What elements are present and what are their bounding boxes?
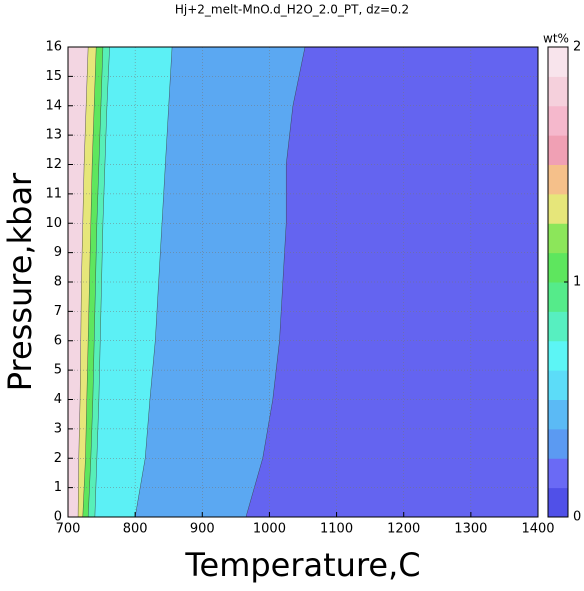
x-tick-label: 800 <box>123 522 148 537</box>
colorbar-tick-label: 0 <box>573 510 581 525</box>
colorbar-band <box>548 370 568 400</box>
x-tick-label: 1300 <box>454 522 487 537</box>
y-axis-label: Pressure,kbar <box>1 172 39 391</box>
y-tick-label: 8 <box>54 275 62 290</box>
colorbar-tick-label: 2 <box>573 40 581 55</box>
x-tick-label: 700 <box>56 522 81 537</box>
y-tick-label: 16 <box>45 40 62 55</box>
y-tick-label: 3 <box>54 421 62 436</box>
y-tick-label: 2 <box>54 451 62 466</box>
y-tick-label: 10 <box>45 216 62 231</box>
colorbar-band <box>548 487 568 518</box>
colorbar-band <box>548 282 568 312</box>
y-tick-label: 5 <box>54 363 62 378</box>
colorbar-label: wt% <box>543 32 569 46</box>
y-tick-label: 1 <box>54 480 62 495</box>
y-tick-label: 13 <box>45 128 62 143</box>
colorbar-band <box>548 428 568 459</box>
x-tick-label: 1100 <box>320 522 353 537</box>
x-tick-label: 1400 <box>521 522 554 537</box>
colorbar-band <box>548 164 568 195</box>
y-tick-label: 14 <box>45 98 62 113</box>
colorbar-band <box>548 223 568 254</box>
colorbar-band <box>548 105 568 136</box>
colorbar-band <box>548 311 568 342</box>
colorbar-band <box>548 340 568 371</box>
colorbar-band <box>548 399 568 430</box>
colorbar-band <box>548 252 568 283</box>
colorbar-band <box>548 76 568 107</box>
x-tick-label: 1000 <box>253 522 286 537</box>
x-tick-label: 900 <box>190 522 215 537</box>
colorbar-band <box>548 47 568 77</box>
chart-title: Hj+2_melt-MnO.d_H2O_2.0_PT, dz=0.2 <box>175 3 409 17</box>
y-tick-label: 6 <box>54 333 62 348</box>
y-tick-label: 0 <box>54 510 62 525</box>
y-tick-label: 4 <box>54 392 62 407</box>
colorbar-tick-label: 1 <box>573 275 581 290</box>
colorbar-band <box>548 135 568 165</box>
y-tick-label: 15 <box>45 69 62 84</box>
plot-frame <box>67 46 539 518</box>
y-tick-label: 7 <box>54 304 62 319</box>
y-tick-label: 12 <box>45 157 62 172</box>
x-tick-label: 1200 <box>387 522 420 537</box>
y-tick-label: 9 <box>54 245 62 260</box>
colorbar-band <box>548 458 568 489</box>
y-tick-label: 11 <box>45 186 62 201</box>
colorbar-band <box>548 193 568 224</box>
x-axis-label: Temperature,C <box>184 546 420 584</box>
